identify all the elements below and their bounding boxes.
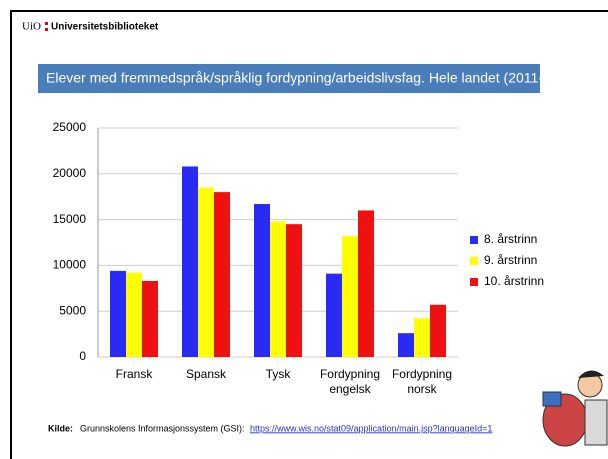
- y-tick-label: 10000: [53, 258, 87, 272]
- bar: [270, 221, 286, 357]
- legend-swatch: [470, 257, 478, 265]
- legend-swatch: [470, 278, 478, 286]
- y-tick-label: 15000: [53, 212, 87, 226]
- legend-swatch: [470, 236, 478, 244]
- y-tick-label: 0: [79, 349, 86, 363]
- bar: [126, 272, 142, 357]
- y-tick-label: 5000: [59, 303, 86, 317]
- bar: [286, 224, 302, 357]
- logo-mark: [45, 28, 48, 31]
- legend-label: 8. årstrinn: [484, 232, 537, 246]
- x-tick-label: Tysk: [265, 367, 291, 381]
- bar: [198, 187, 214, 357]
- logo-mark: [45, 22, 48, 25]
- y-tick-label: 20000: [53, 166, 87, 180]
- bar: [110, 270, 126, 357]
- legend-label: 10. årstrinn: [484, 274, 544, 288]
- x-tick-label: Fordypning norsk: [391, 367, 453, 396]
- bar: [358, 210, 374, 357]
- bar: [182, 166, 198, 357]
- chart-title: Elever med fremmedspråk/språklig fordypn…: [46, 70, 563, 86]
- bar: [254, 204, 270, 357]
- bar: [142, 280, 158, 357]
- legend-label: 9. årstrinn: [484, 253, 537, 267]
- bar: [430, 304, 446, 357]
- x-tick-label: Fransk: [115, 367, 153, 381]
- logo: UiO: [22, 21, 41, 33]
- title-banner: [38, 64, 540, 93]
- source-link[interactable]: https://www.wis.no/stat09/application/ma…: [250, 423, 492, 433]
- header-name: Universitetsbiblioteket: [51, 22, 159, 33]
- bar: [342, 236, 358, 357]
- bar: [398, 333, 414, 357]
- clipart: [542, 370, 608, 447]
- source-text: Grunnskolens Informasjonssystem (GSI):: [80, 423, 245, 433]
- source-label: Kilde:: [48, 423, 73, 433]
- y-tick-label: 25000: [53, 120, 87, 134]
- bar: [414, 318, 430, 357]
- bar: [326, 273, 342, 357]
- x-tick-label: Spansk: [185, 367, 227, 381]
- bar: [214, 192, 230, 357]
- x-tick-label: Fordypning engelsk: [319, 367, 381, 396]
